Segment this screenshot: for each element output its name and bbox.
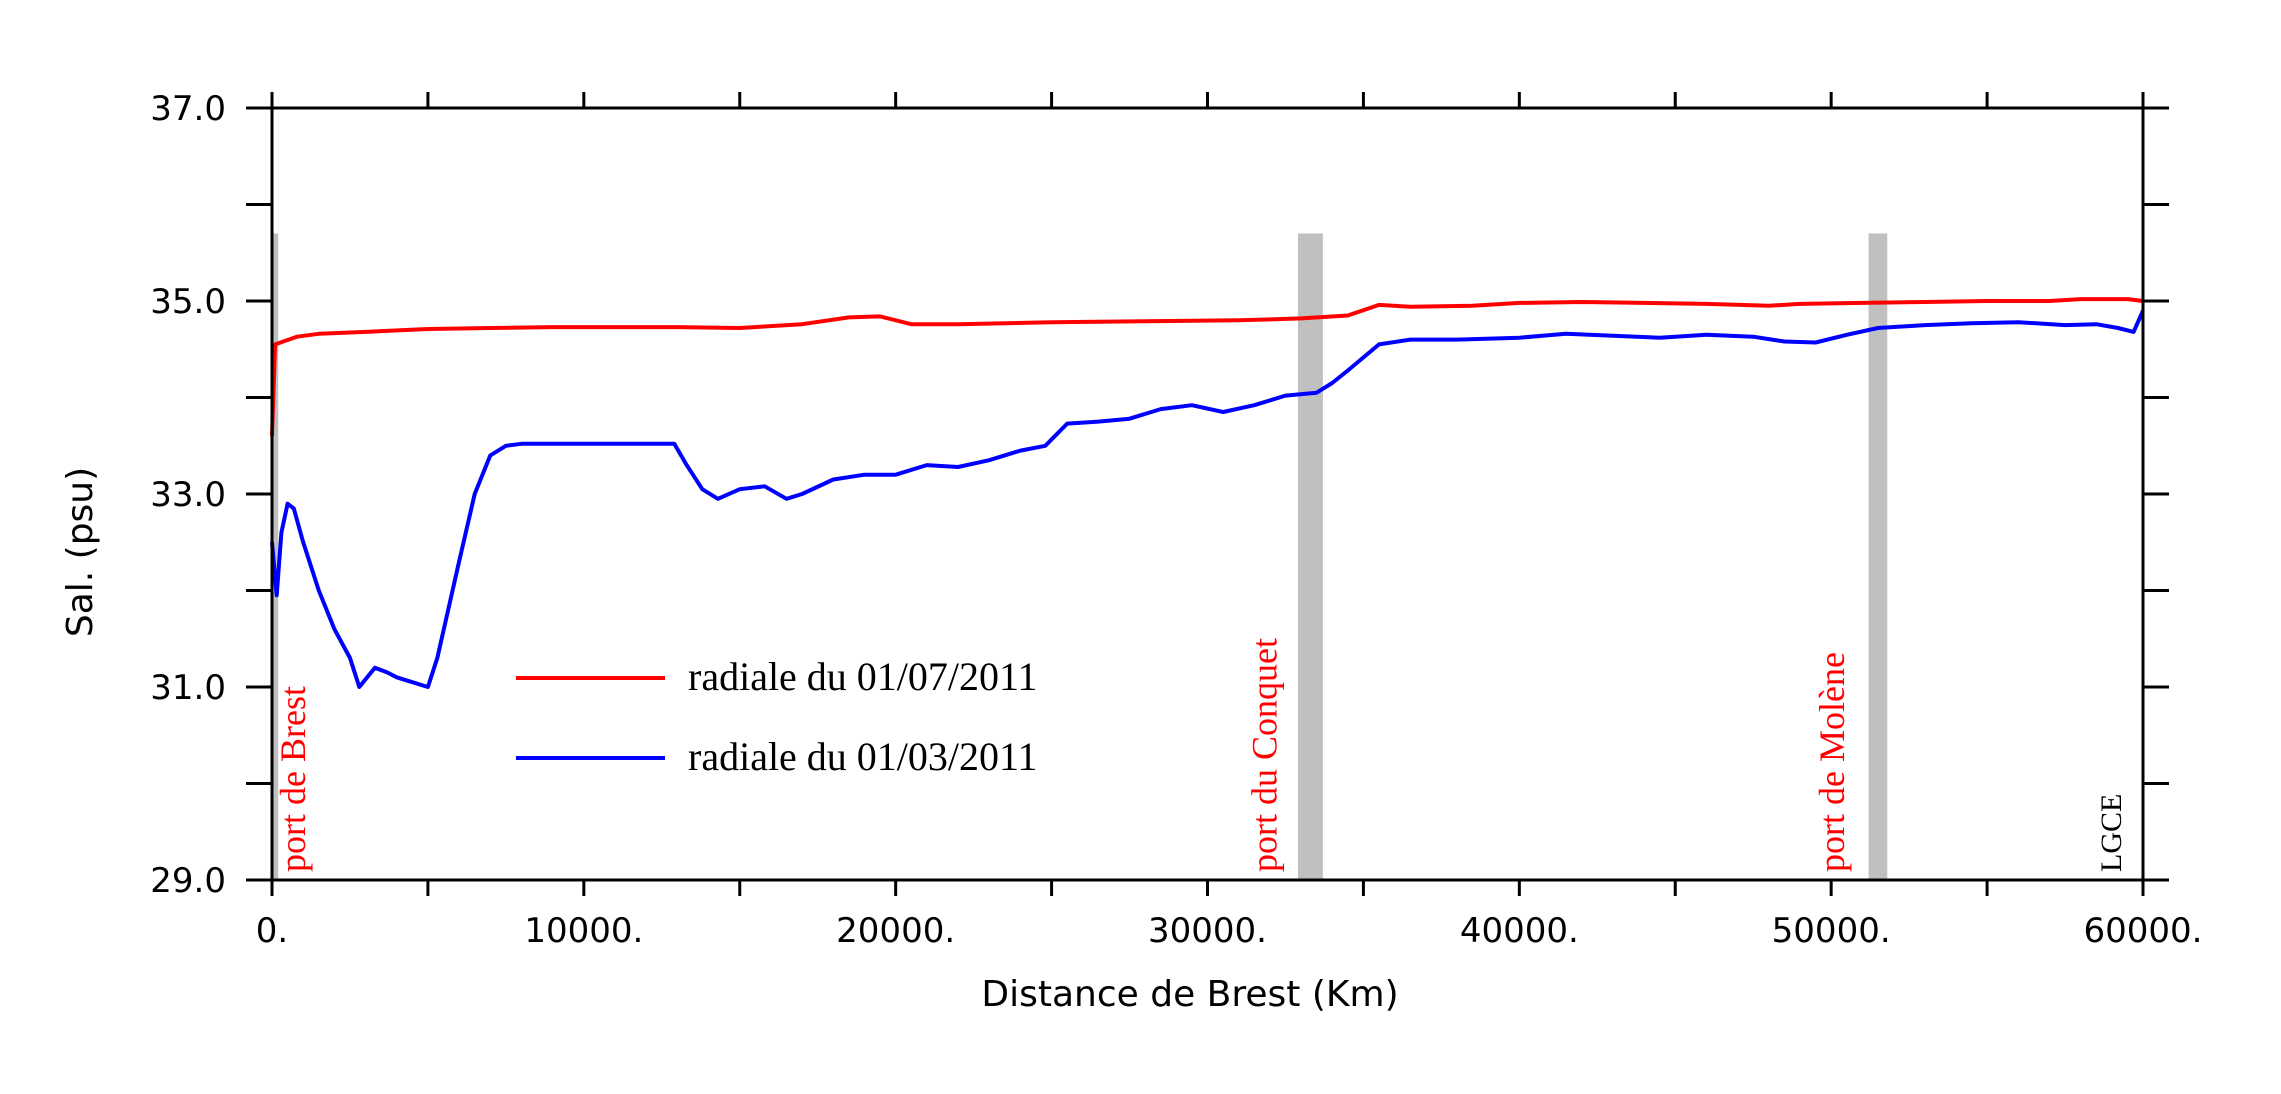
legend-label: radiale du 01/03/2011 (688, 734, 1038, 779)
port-label: port du Conquet (1244, 638, 1284, 872)
series-line (270, 297, 2144, 437)
x-tick-label: 60000. (2084, 911, 2203, 951)
x-tick-label: 10000. (524, 911, 643, 951)
legend: radiale du 01/07/2011 radiale du 01/03/2… (516, 654, 1038, 779)
y-tick-label: 31.0 (150, 668, 226, 708)
annotations: port de Brest port du Conquet port de Molè… (273, 638, 2128, 872)
plot-frame (270, 106, 2145, 882)
port-band (1297, 233, 1323, 880)
x-tick-label: 50000. (1772, 911, 1891, 951)
port-band (1868, 233, 1888, 880)
port-label: port de Brest (273, 686, 313, 872)
x-tick-label: 30000. (1148, 911, 1267, 951)
y-tick-label: 35.0 (150, 282, 226, 322)
legend-label: radiale du 01/07/2011 (688, 654, 1038, 699)
y-axis-title: Sal. (psu) (60, 467, 101, 637)
y-tick-label: 29.0 (150, 861, 226, 901)
x-tick-label: 20000. (836, 911, 955, 951)
port-bands (272, 233, 1888, 880)
series-line (270, 309, 2145, 689)
axes: 0. 10000. 20000. 30000. 40000. 50000. 60000. 29… (150, 89, 2202, 951)
x-tick-label: 0. (256, 911, 288, 951)
x-tick-label: 40000. (1460, 911, 1579, 951)
port-label: port de Molène (1812, 652, 1852, 872)
series-lines (270, 297, 2145, 689)
y-tick-label: 37.0 (150, 89, 226, 129)
x-axis-title: Distance de Brest (Km) (981, 974, 1398, 1015)
y-tick-label: 33.0 (150, 475, 226, 515)
port-label: LGCE (2095, 794, 2128, 872)
